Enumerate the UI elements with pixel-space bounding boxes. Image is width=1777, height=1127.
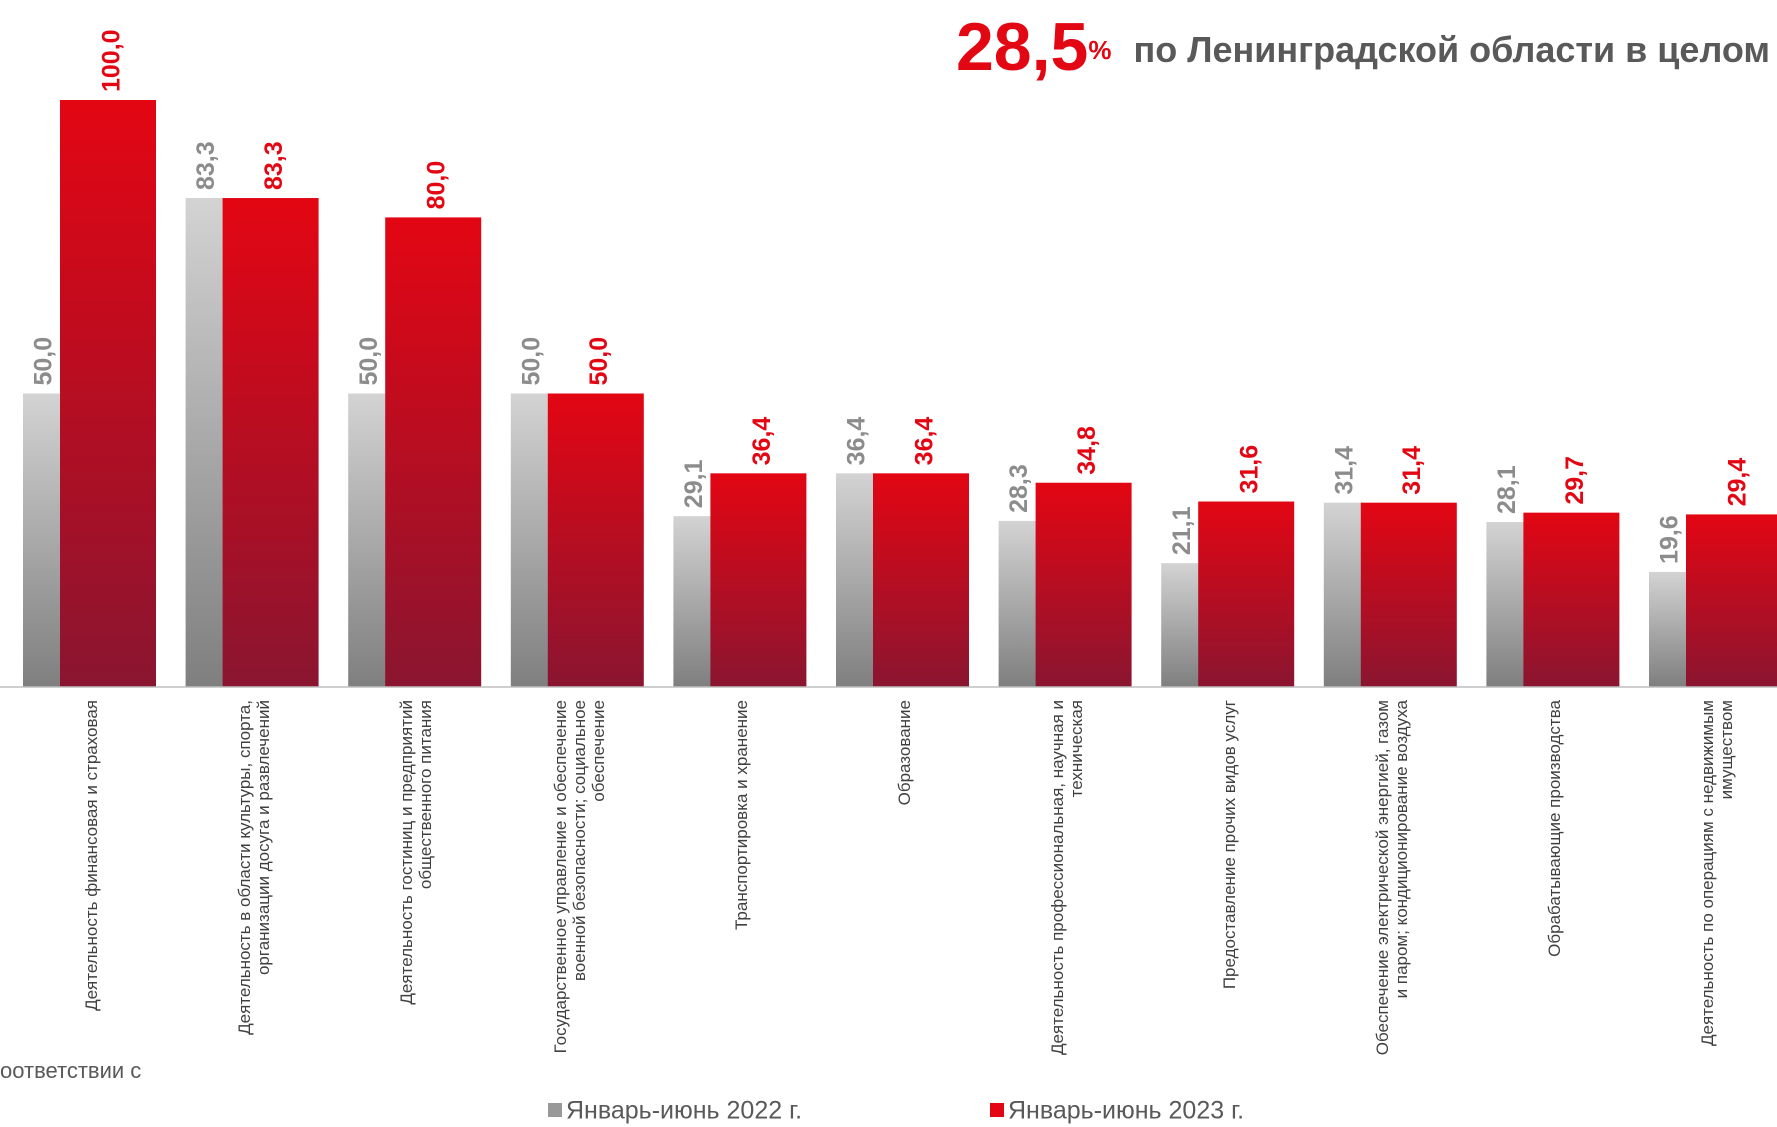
- category-text: Обеспечение электрической энергией, газо…: [1373, 700, 1411, 1060]
- value-label: 36,4: [843, 417, 871, 466]
- footnote: оответствии с: [0, 1058, 141, 1083]
- bar: [511, 394, 551, 688]
- legend-swatch: [548, 1103, 562, 1117]
- bar: [1361, 503, 1457, 687]
- category-label: Деятельность гостиниц и предприятий обще…: [383, 700, 449, 1060]
- bar: [60, 100, 156, 687]
- category-text: Образование: [895, 700, 914, 1060]
- category-text: Предоставление прочих видов услуг: [1220, 700, 1239, 1060]
- value-label: 34,8: [1073, 426, 1101, 475]
- category-label: Деятельность финансовая и страховая: [58, 700, 124, 1060]
- value-label: 28,1: [1493, 465, 1521, 514]
- legend-label: Январь-июнь 2023 г.: [1008, 1097, 1244, 1125]
- bar: [1523, 513, 1619, 687]
- category-label: Транспортировка и хранение: [708, 700, 774, 1060]
- value-label: 29,7: [1561, 456, 1589, 505]
- bar: [836, 473, 876, 687]
- title-unit: %: [1088, 35, 1111, 65]
- value-label: 31,6: [1236, 445, 1264, 494]
- value-label: 80,0: [423, 161, 451, 210]
- bar: [186, 198, 226, 687]
- bar: [873, 473, 969, 687]
- category-text: Обрабатывающие производства: [1545, 700, 1564, 1060]
- title-value: 28,5: [956, 9, 1088, 85]
- value-label: 29,4: [1723, 458, 1751, 507]
- category-label: Государственное управление и обеспечение…: [546, 700, 612, 1060]
- value-label: 50,0: [30, 337, 58, 386]
- category-text: Деятельность финансовая и страховая: [82, 700, 101, 1060]
- value-label: 50,0: [517, 337, 545, 386]
- value-label: 28,3: [1005, 464, 1033, 513]
- legend-label: Январь-июнь 2022 г.: [566, 1097, 802, 1125]
- bar: [999, 521, 1039, 687]
- category-label: Деятельность в области культуры, спорта,…: [221, 700, 287, 1060]
- category-label: Образование: [871, 700, 937, 1060]
- value-label: 36,4: [748, 417, 776, 466]
- bar: [1161, 563, 1201, 687]
- category-text: Деятельность гостиниц и предприятий обще…: [397, 700, 435, 1060]
- bar: [710, 473, 806, 687]
- category-label: Деятельность по операциям с недвижимым и…: [1684, 700, 1750, 1060]
- bar: [673, 516, 713, 687]
- value-label: 21,1: [1168, 506, 1196, 555]
- category-label: Предоставление прочих видов услуг: [1196, 700, 1262, 1060]
- bar: [23, 394, 63, 688]
- chart-title: 28,5% по Ленинградской области в целом: [956, 9, 1770, 85]
- value-label: 100,0: [97, 29, 125, 92]
- value-label: 50,0: [585, 337, 613, 386]
- category-text: Транспортировка и хранение: [732, 700, 751, 1060]
- title-text: по Ленинградской области в целом: [1133, 29, 1770, 70]
- value-label: 83,3: [260, 141, 288, 190]
- category-text: Государственное управление и обеспечение…: [550, 700, 607, 1060]
- bar: [1486, 522, 1526, 687]
- category-label: Деятельность профессиональная, научная и…: [1034, 700, 1100, 1060]
- category-text: Деятельность в области культуры, спорта,…: [235, 700, 273, 1060]
- value-label: 31,4: [1330, 446, 1358, 495]
- value-label: 36,4: [910, 417, 938, 466]
- bar: [1036, 483, 1132, 687]
- value-label: 19,6: [1656, 515, 1684, 564]
- value-label: 31,4: [1398, 446, 1426, 495]
- bar: [548, 394, 644, 688]
- category-label: Обрабатывающие производства: [1521, 700, 1587, 1060]
- bar: [223, 198, 319, 687]
- page: 28,5% по Ленинградской области в целом оо…: [0, 0, 1777, 1127]
- bar: [348, 394, 388, 688]
- category-text: Деятельность профессиональная, научная и…: [1048, 700, 1086, 1060]
- value-label: 29,1: [680, 459, 708, 508]
- bar: [1686, 514, 1777, 687]
- bar: [1324, 503, 1364, 687]
- category-text: Деятельность по операциям с недвижимым и…: [1698, 700, 1736, 1060]
- value-label: 50,0: [355, 337, 383, 386]
- value-label: 83,3: [192, 141, 220, 190]
- bar: [385, 217, 481, 687]
- bar: [1649, 572, 1689, 687]
- legend-swatch: [990, 1103, 1004, 1117]
- category-label: Обеспечение электрической энергией, газо…: [1359, 700, 1425, 1060]
- bar: [1198, 502, 1294, 687]
